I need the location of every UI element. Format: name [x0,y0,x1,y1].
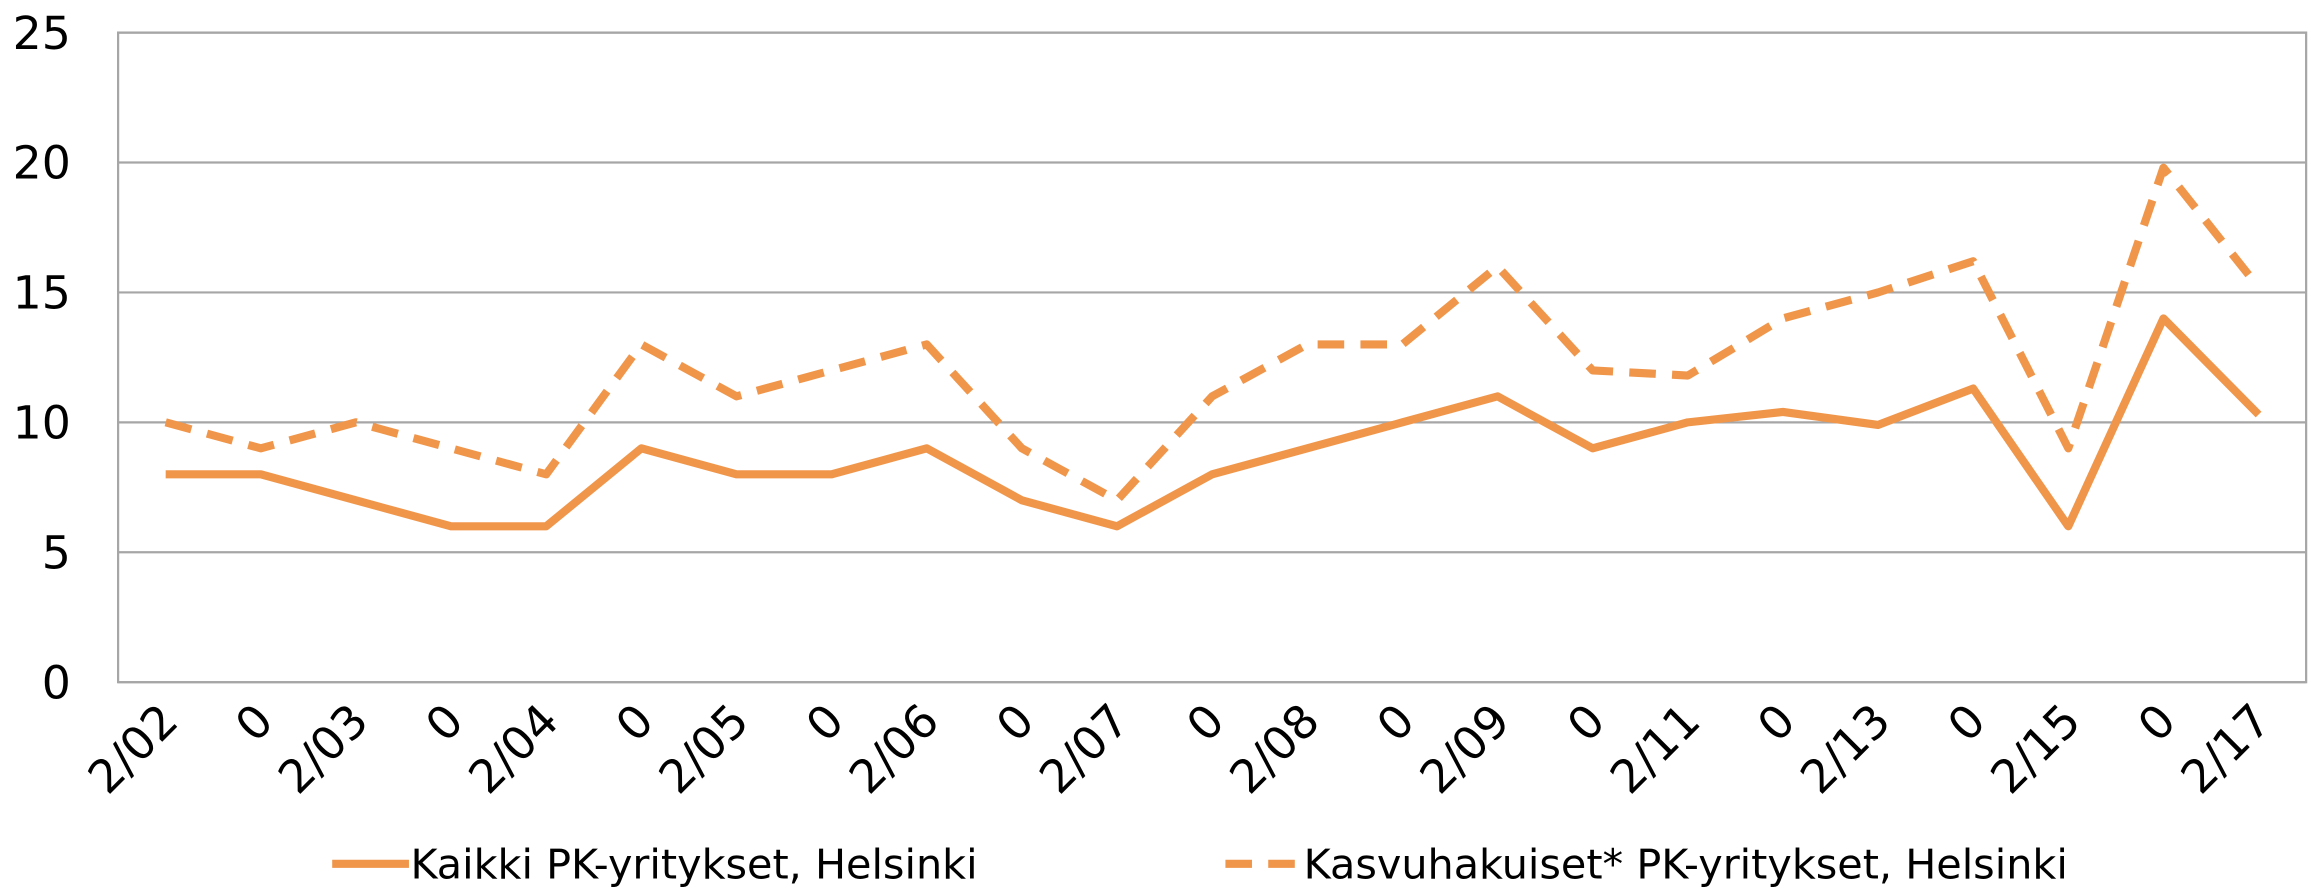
x-tick-label: 2/15 [1981,694,2091,804]
x-tick-label: 2/05 [649,694,759,804]
y-tick-label: 25 [13,7,71,60]
x-tick-label: 0 [2128,694,2186,752]
plot-frame [117,31,2308,684]
series-line [165,314,2262,531]
x-tick-label: 0 [416,694,474,752]
x-tick-label: 0 [1367,694,1425,752]
x-tick-label: 0 [796,694,854,752]
y-tick-label: 10 [13,397,71,450]
y-tick-label: 5 [42,527,71,580]
x-tick-label: 0 [606,694,664,752]
x-tick-label: 2/08 [1220,694,1330,804]
x-tick-label: 2/06 [839,694,949,804]
x-tick-label: 0 [986,694,1044,752]
x-tick-label: 2/02 [78,694,188,804]
y-tick-label: 15 [13,267,71,320]
legend-label: Kasvuhakuiset* PK-yritykset, Helsinki [1304,841,2068,889]
x-tick-label: 2/04 [459,694,569,804]
x-tick-label: 2/13 [1790,694,1900,804]
series-line [164,163,2262,505]
x-tick-label: 0 [1938,694,1996,752]
x-tick-label: 2/07 [1029,694,1139,804]
x-tick-label: 0 [225,694,283,752]
legend-label: Kaikki PK-yritykset, Helsinki [410,841,977,889]
y-tick-label: 20 [13,137,71,190]
x-tick-label: 2/11 [1600,694,1710,804]
y-tick-label: 0 [42,656,71,709]
x-tick-label: 0 [1747,694,1805,752]
x-tick-label: 2/09 [1410,694,1520,804]
x-tick-label: 2/17 [2171,694,2281,804]
x-tick-label: 2/03 [268,694,378,804]
x-tick-label: 0 [1557,694,1615,752]
x-tick-label: 0 [1177,694,1235,752]
